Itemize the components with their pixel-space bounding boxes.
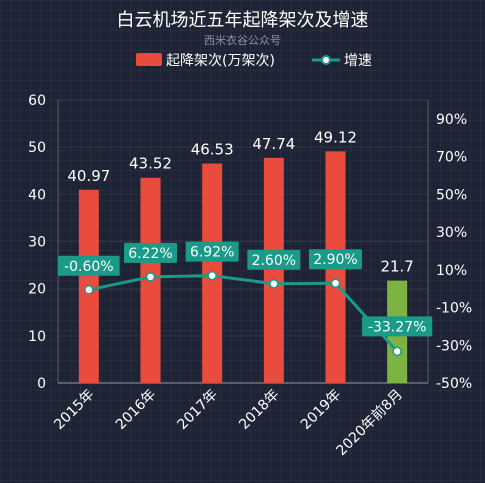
- x-tick-label: 2016年: [113, 387, 159, 433]
- y-right-tick-label: 10%: [436, 263, 467, 279]
- x-tick-label: 2020年前8月: [333, 386, 406, 459]
- y-right-tick-label: -50%: [436, 376, 472, 392]
- growth-line: [88, 274, 399, 353]
- y-right-tick-label: -10%: [436, 301, 472, 317]
- x-tick-label: 2015年: [51, 387, 97, 433]
- line-point: [207, 270, 217, 281]
- bar-value-label: 40.97: [67, 167, 110, 185]
- x-tick-label: 2019年: [298, 387, 344, 433]
- y-right-tick-label: 70%: [436, 150, 467, 166]
- y-right-tick-label: 90%: [436, 112, 467, 128]
- bar-value-label: 43.52: [129, 155, 172, 173]
- line-label-box: [58, 255, 120, 276]
- y-right-tick-label: -30%: [436, 338, 472, 354]
- legend-line-label: 增速: [344, 53, 372, 69]
- line-value-label: 2.90%: [313, 252, 357, 268]
- line-point: [392, 346, 402, 357]
- line-label-box: [185, 241, 239, 262]
- line-label-box: [247, 249, 301, 270]
- y-right-tick-label: 30%: [436, 225, 467, 241]
- line-value-label: 6.22%: [128, 246, 172, 262]
- legend-line-marker: [321, 55, 331, 65]
- y-left-tick-label: 40: [28, 187, 46, 203]
- line-value-label: 2.60%: [252, 253, 296, 269]
- line-value-label: -33.27%: [368, 319, 426, 335]
- y-right-tick-label: 50%: [436, 187, 467, 203]
- line-label-box: [309, 249, 362, 270]
- x-tick-label: 2017年: [175, 387, 221, 433]
- legend: 起降架次(万架次) 增速: [136, 53, 372, 69]
- y-left-tick-label: 20: [28, 282, 46, 298]
- chart-title: 白云机场近五年起降架次及增速: [116, 10, 369, 31]
- bar: [263, 157, 284, 383]
- line-label-box: [362, 316, 433, 337]
- y-left-tick-label: 30: [28, 235, 46, 251]
- line-value-label: -0.60%: [64, 259, 114, 275]
- line-value-label: 6.92%: [190, 245, 234, 261]
- line-point: [269, 279, 279, 289]
- bar-value-label: 47.74: [252, 135, 295, 153]
- legend-bar-label: 起降架次(万架次): [166, 53, 275, 69]
- y-left-tick-label: 10: [28, 329, 46, 345]
- x-tick-label: 2018年: [236, 387, 282, 433]
- chart-subtitle: 西米衣谷公众号: [204, 34, 281, 47]
- y-left-tick-label: 50: [28, 140, 46, 156]
- y-left-tick-label: 0: [37, 376, 46, 392]
- bar-value-label: 21.7: [380, 258, 413, 276]
- line-point: [145, 272, 156, 282]
- bar-value-label: 49.12: [314, 128, 357, 146]
- legend-bar-swatch: [136, 53, 162, 66]
- bar-value-label: 46.53: [191, 141, 234, 159]
- line-point: [330, 278, 341, 288]
- line-point: [84, 285, 94, 295]
- y-left-tick-label: 60: [28, 93, 46, 109]
- line-label-box: [124, 242, 177, 263]
